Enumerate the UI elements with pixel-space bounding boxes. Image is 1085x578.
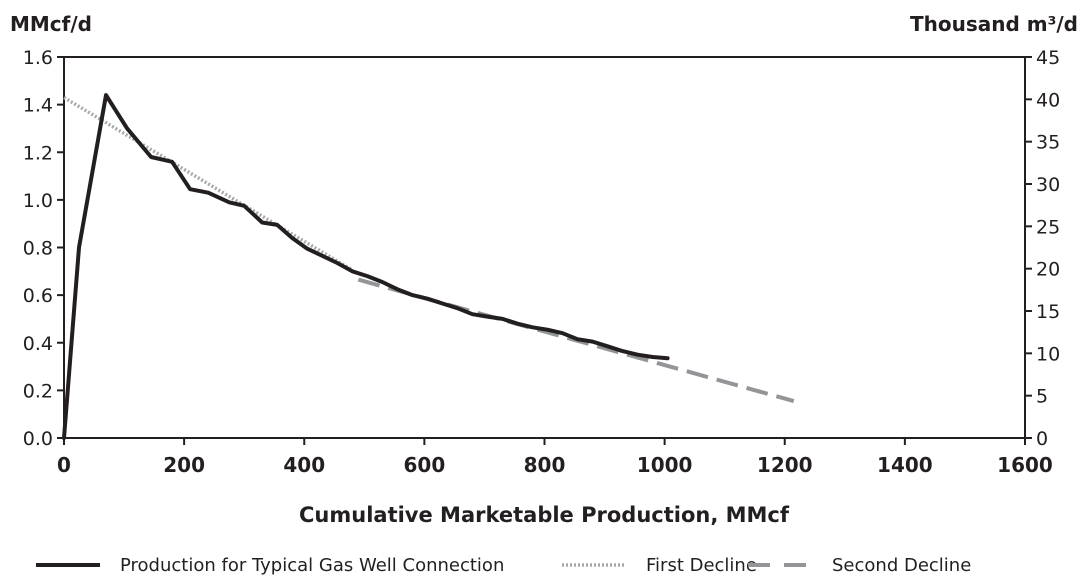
y-left-tick-label: 0.6 xyxy=(23,285,53,307)
y-left-tick-label: 0.4 xyxy=(23,333,53,355)
y-right-tick-label: 45 xyxy=(1036,47,1060,69)
legend-label: Production for Typical Gas Well Connecti… xyxy=(120,555,504,576)
legend-label: Second Decline xyxy=(832,555,971,576)
x-tick-label: 200 xyxy=(163,453,205,477)
y-right-tick-label: 35 xyxy=(1036,132,1060,154)
legend: Production for Typical Gas Well Connecti… xyxy=(36,555,971,576)
y-left-tick-label: 0.2 xyxy=(23,380,53,402)
legend-label: First Decline xyxy=(646,555,757,576)
y-left-tick-label: 1.6 xyxy=(23,47,53,69)
y-right-tick-label: 25 xyxy=(1036,216,1060,238)
series-layer xyxy=(62,93,795,440)
y-left-tick-label: 0.0 xyxy=(23,428,53,450)
y-right-tick-label: 0 xyxy=(1036,428,1048,450)
y-right-tick-label: 15 xyxy=(1036,301,1060,323)
axis-ticks: 0 200 400 600 800 1000 1200 1400 16000.00.20.40.… xyxy=(23,47,1060,477)
y-right-tick-label: 5 xyxy=(1036,386,1048,408)
x-tick-label: 1200 xyxy=(757,453,813,477)
x-axis-label: Cumulative Marketable Production, MMcf xyxy=(299,503,790,527)
y-left-tick-label: 0.8 xyxy=(23,238,53,260)
y-left-tick-label: 1.4 xyxy=(23,95,53,117)
y-right-tick-label: 20 xyxy=(1036,259,1060,281)
y-left-tick-label: 1.0 xyxy=(23,190,53,212)
y-right-tick-label: 30 xyxy=(1036,174,1060,196)
x-tick-label: 800 xyxy=(524,453,566,477)
right-axis-unit: Thousand m³/d xyxy=(910,12,1078,36)
x-tick-label: 400 xyxy=(283,453,325,477)
series-line-first-decline xyxy=(63,95,354,272)
left-axis-unit: MMcf/d xyxy=(10,12,92,36)
x-tick-label: 0 xyxy=(57,453,71,477)
y-right-tick-label: 40 xyxy=(1036,89,1060,111)
plot-frame xyxy=(63,56,1026,439)
x-tick-label: 600 xyxy=(404,453,446,477)
y-right-tick-label: 10 xyxy=(1036,343,1060,365)
y-left-tick-label: 1.2 xyxy=(23,142,53,164)
x-tick-label: 1000 xyxy=(637,453,693,477)
x-tick-label: 1600 xyxy=(997,453,1053,477)
x-tick-label: 1400 xyxy=(877,453,933,477)
series-line-production xyxy=(62,93,670,440)
